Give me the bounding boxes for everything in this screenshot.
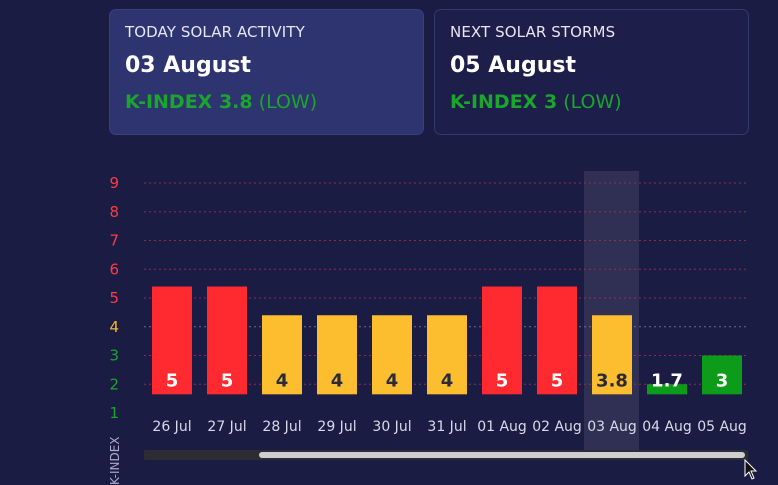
bar-value-label: 4 (441, 370, 454, 391)
y-tick-label: 3 (109, 347, 119, 365)
y-tick-label: 5 (109, 289, 119, 307)
x-tick-label: 26 Jul (152, 419, 191, 435)
x-tick-label: 27 Jul (207, 419, 246, 435)
bar[interactable] (592, 315, 632, 395)
bar-value-label: 5 (221, 370, 234, 391)
bar-value-label: 3.8 (596, 370, 628, 391)
x-tick-label: 03 Aug (587, 419, 637, 435)
y-tick-label: 8 (109, 203, 119, 221)
y-tick-label: 9 (109, 174, 119, 192)
bar[interactable] (207, 286, 247, 395)
today-solar-activity-card: TODAY SOLAR ACTIVITY 03 August K-INDEX 3… (109, 9, 424, 135)
highlight-column (584, 171, 639, 453)
y-axis-label: K-INDEX (108, 437, 122, 485)
x-tick-label: 01 Aug (477, 419, 527, 435)
bar[interactable] (537, 286, 577, 395)
y-tick-label: 6 (109, 260, 119, 278)
bar[interactable] (482, 286, 522, 395)
today-card-date: 03 August (125, 53, 251, 78)
next-kindex-level: (LOW) (563, 91, 622, 113)
bar[interactable] (647, 384, 687, 395)
next-card-label: NEXT SOLAR STORMS (450, 23, 616, 41)
y-tick-label: 2 (109, 375, 119, 393)
next-solar-storms-card: NEXT SOLAR STORMS 05 August K-INDEX 3 (L… (434, 9, 749, 135)
x-tick-label: 05 Aug (697, 419, 747, 435)
today-card-kindex: K-INDEX 3.8 (LOW) (125, 91, 408, 113)
scrollbar-thumb[interactable] (259, 452, 745, 458)
bar-value-label: 3 (716, 370, 729, 391)
x-tick-label: 30 Jul (372, 419, 411, 435)
today-kindex-level: (LOW) (258, 91, 318, 113)
x-tick-label: 31 Jul (427, 419, 466, 435)
next-card-date: 05 August (450, 53, 576, 78)
bar-value-label: 4 (331, 370, 344, 391)
x-tick-label: 02 Aug (532, 419, 582, 435)
chart-horizontal-scrollbar[interactable] (144, 450, 748, 460)
bar[interactable] (262, 315, 302, 395)
mouse-pointer-icon (744, 459, 758, 480)
bar-value-label: 5 (166, 370, 179, 391)
y-tick-label: 4 (109, 318, 119, 336)
next-card-kindex: K-INDEX 3 (LOW) (450, 91, 733, 113)
bar[interactable] (702, 355, 742, 395)
bar-value-label: 4 (386, 370, 399, 391)
y-tick-label: 7 (109, 232, 119, 250)
bar[interactable] (152, 286, 192, 395)
bar-value-label: 1.7 (651, 370, 683, 391)
bar-value-label: 5 (551, 370, 564, 391)
today-card-label: TODAY SOLAR ACTIVITY (125, 23, 305, 41)
y-tick-label: 1 (109, 404, 119, 422)
x-tick-label: 28 Jul (262, 419, 301, 435)
bar-value-label: 5 (496, 370, 509, 391)
bar[interactable] (317, 315, 357, 395)
x-tick-label: 29 Jul (317, 419, 356, 435)
bar[interactable] (427, 315, 467, 395)
x-tick-label: 04 Aug (642, 419, 692, 435)
bar[interactable] (372, 315, 412, 395)
next-kindex-value: K-INDEX 3 (450, 91, 558, 113)
bar-value-label: 4 (276, 370, 289, 391)
today-kindex-value: K-INDEX 3.8 (125, 91, 253, 113)
